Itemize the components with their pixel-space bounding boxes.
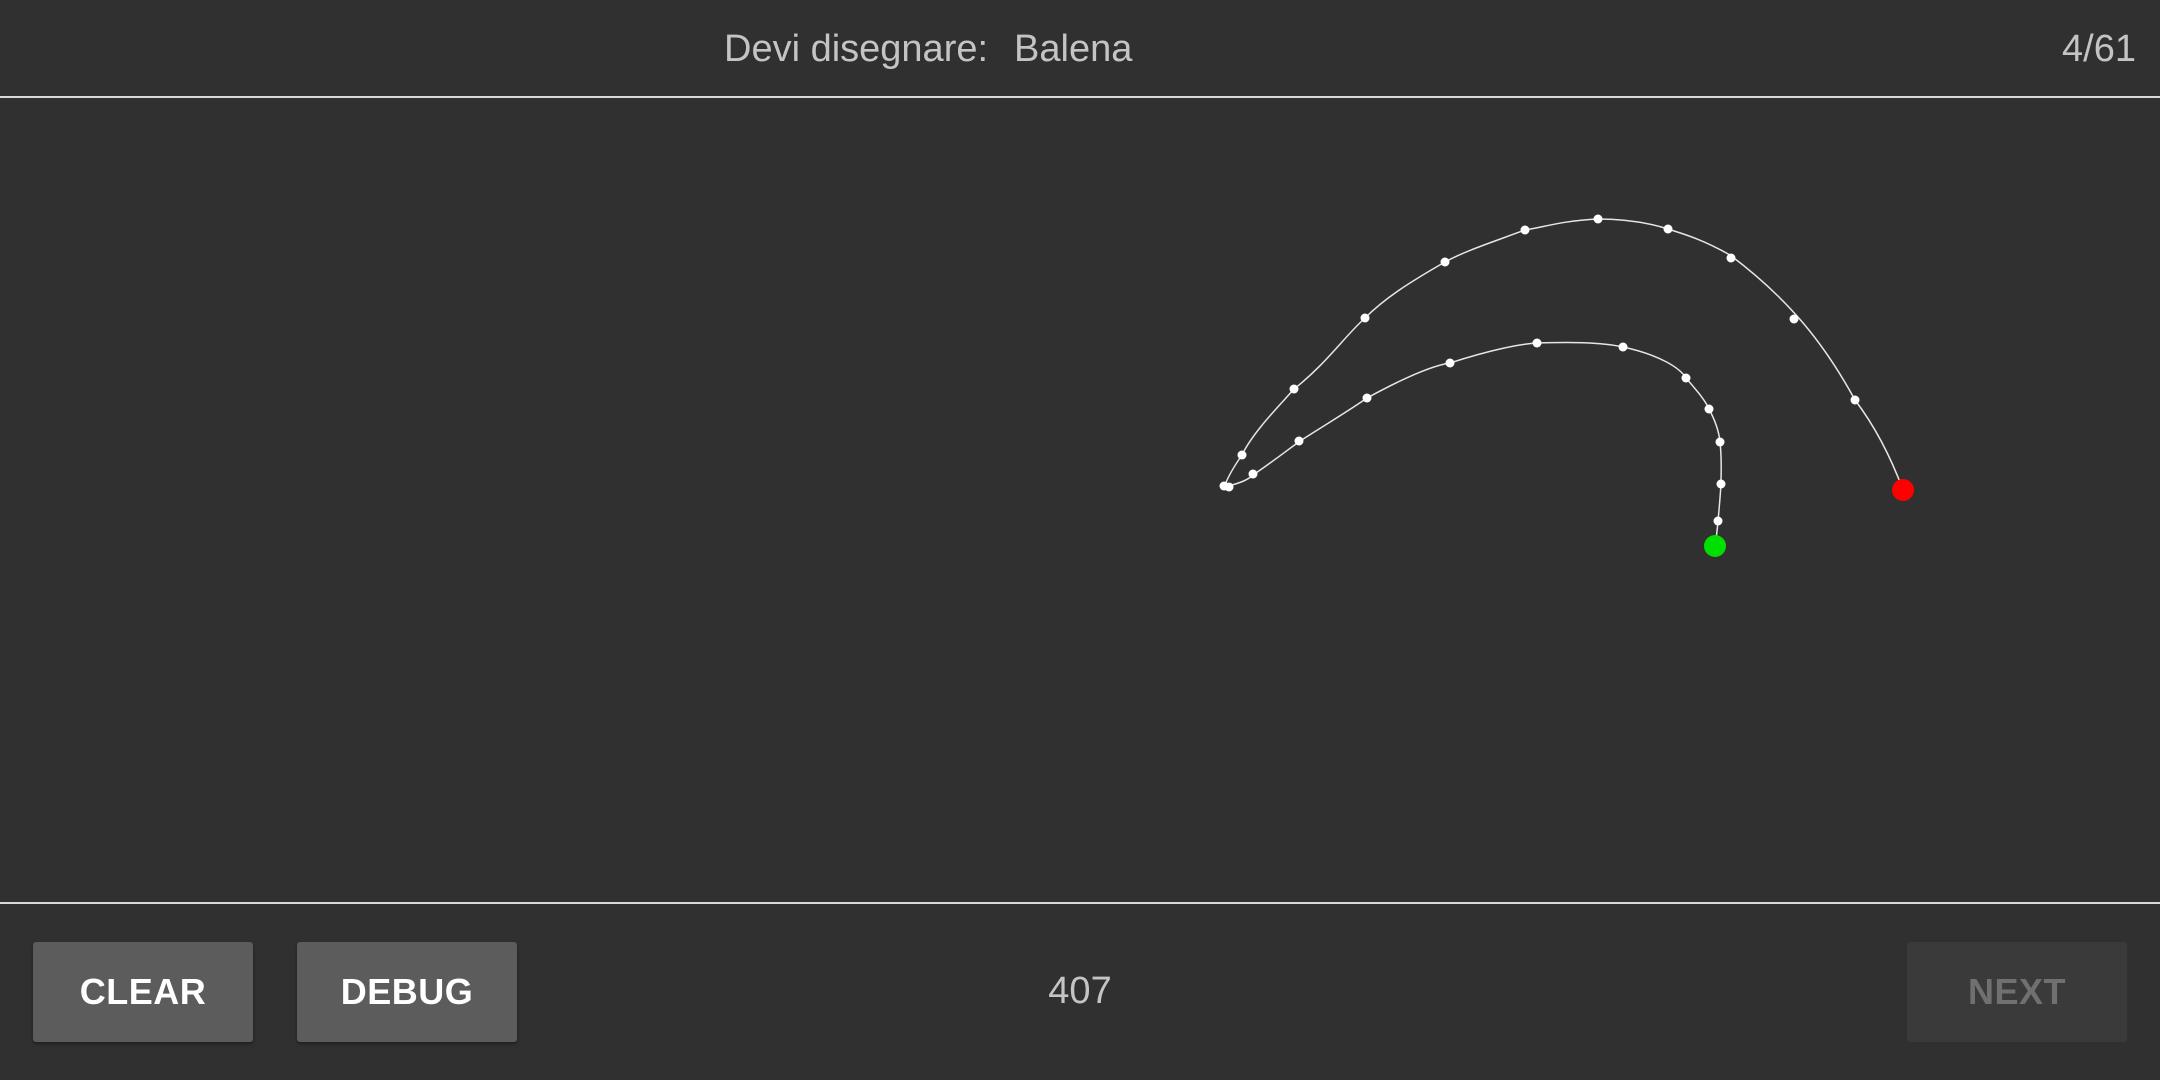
drawn-stroke [1224,218,1904,547]
sample-point [1532,338,1542,348]
drawing-prompt: Devi disegnare: Balena [724,28,1132,71]
header-bar: Devi disegnare: Balena 4/61 [0,0,2160,96]
progress-indicator: 4/61 [2062,28,2136,70]
drawing-canvas[interactable] [0,98,2160,902]
sample-point [1704,404,1714,414]
sample-point [1360,313,1370,323]
footer-divider [0,902,2160,904]
sample-point [1618,342,1628,352]
sample-point [1362,393,1372,403]
drawing-surface[interactable] [0,98,2160,902]
sample-point [1237,450,1247,460]
sample-point [1289,384,1299,394]
debug-button[interactable]: DEBUG [297,942,517,1042]
sample-point [1716,479,1726,489]
clear-button[interactable]: CLEAR [33,942,253,1042]
stroke-start-marker [1704,535,1726,557]
point-counter: 407 [1048,970,1112,1012]
sample-point [1850,395,1860,405]
sample-point [1224,482,1234,492]
sample-point [1520,225,1530,235]
sample-point [1715,437,1725,447]
sample-point [1663,224,1673,234]
sample-point [1248,469,1258,479]
sample-point [1713,516,1723,526]
sample-point [1294,436,1304,446]
sample-point [1789,314,1799,324]
target-word: Balena [1014,28,1133,70]
prompt-label: Devi disegnare: [724,28,989,70]
footer-bar: CLEAR DEBUG 407 NEXT [0,904,2160,1080]
sample-point [1726,253,1736,263]
stroke-sample-points [1219,214,1860,526]
header-divider [0,96,2160,98]
sample-point [1440,257,1450,267]
sample-point [1593,214,1603,224]
next-button[interactable]: NEXT [1907,942,2127,1042]
sample-point [1445,358,1455,368]
stroke-end-marker [1892,479,1914,501]
sample-point [1681,373,1691,383]
